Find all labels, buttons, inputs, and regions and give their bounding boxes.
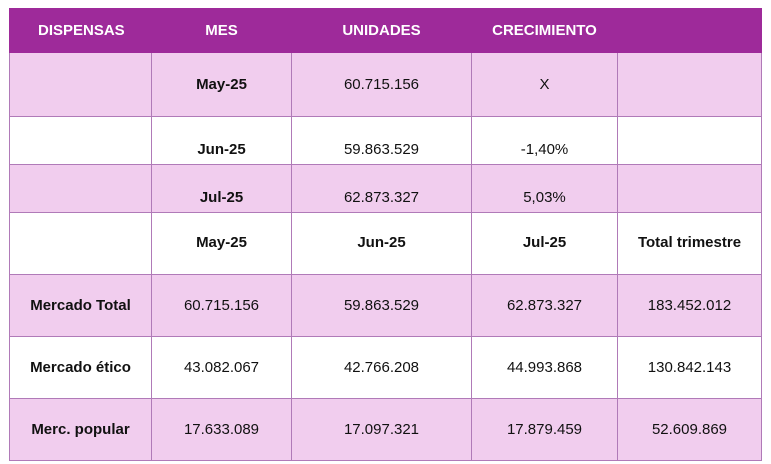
value-cell: 44.993.868 (471, 336, 618, 399)
table-row: May-25 60.715.156 X (9, 52, 762, 117)
table-row: Jul-25 62.873.327 5,03% (9, 164, 762, 213)
units-cell: 60.715.156 (291, 52, 472, 117)
table-row: Jun-25 59.863.529 -1,40% (9, 116, 762, 165)
growth-cell: 5,03% (471, 164, 618, 213)
row-label: Mercado Total (9, 274, 152, 337)
summary-header-row: May-25 Jun-25 Jul-25 Total trimestre (9, 212, 762, 275)
value-cell: 43.082.067 (151, 336, 292, 399)
header-crecimiento: CRECIMIENTO (471, 8, 618, 53)
header-unidades: UNIDADES (291, 8, 472, 53)
dispensas-table: DISPENSAS MES UNIDADES CRECIMIENTO May-2… (9, 8, 762, 461)
empty-cell (617, 52, 762, 117)
summary-header-may: May-25 (151, 212, 292, 275)
empty-cell (9, 164, 152, 213)
value-cell: 17.097.321 (291, 398, 472, 461)
growth-cell: X (471, 52, 618, 117)
value-cell: 59.863.529 (291, 274, 472, 337)
total-cell: 130.842.143 (617, 336, 762, 399)
empty-cell (9, 116, 152, 165)
value-cell: 17.879.459 (471, 398, 618, 461)
value-cell: 17.633.089 (151, 398, 292, 461)
summary-header-jul: Jul-25 (471, 212, 618, 275)
growth-cell: -1,40% (471, 116, 618, 165)
empty-cell (9, 52, 152, 117)
summary-header-empty (9, 212, 152, 275)
summary-header-jun: Jun-25 (291, 212, 472, 275)
table-row: Mercado ético 43.082.067 42.766.208 44.9… (9, 336, 762, 399)
total-cell: 183.452.012 (617, 274, 762, 337)
row-label: Mercado ético (9, 336, 152, 399)
value-cell: 60.715.156 (151, 274, 292, 337)
units-cell: 59.863.529 (291, 116, 472, 165)
header-dispensas: DISPENSAS (9, 8, 152, 53)
table-row: Mercado Total 60.715.156 59.863.529 62.8… (9, 274, 762, 337)
header-empty (617, 8, 762, 53)
summary-header-total: Total trimestre (617, 212, 762, 275)
table-header-row: DISPENSAS MES UNIDADES CRECIMIENTO (9, 8, 762, 53)
table-row: Merc. popular 17.633.089 17.097.321 17.8… (9, 398, 762, 461)
total-cell: 52.609.869 (617, 398, 762, 461)
dispensas-table-container: DISPENSAS MES UNIDADES CRECIMIENTO May-2… (9, 8, 762, 461)
value-cell: 62.873.327 (471, 274, 618, 337)
month-cell: Jul-25 (151, 164, 292, 213)
row-label: Merc. popular (9, 398, 152, 461)
month-cell: Jun-25 (151, 116, 292, 165)
month-cell: May-25 (151, 52, 292, 117)
empty-cell (617, 116, 762, 165)
value-cell: 42.766.208 (291, 336, 472, 399)
units-cell: 62.873.327 (291, 164, 472, 213)
empty-cell (617, 164, 762, 213)
header-mes: MES (151, 8, 292, 53)
